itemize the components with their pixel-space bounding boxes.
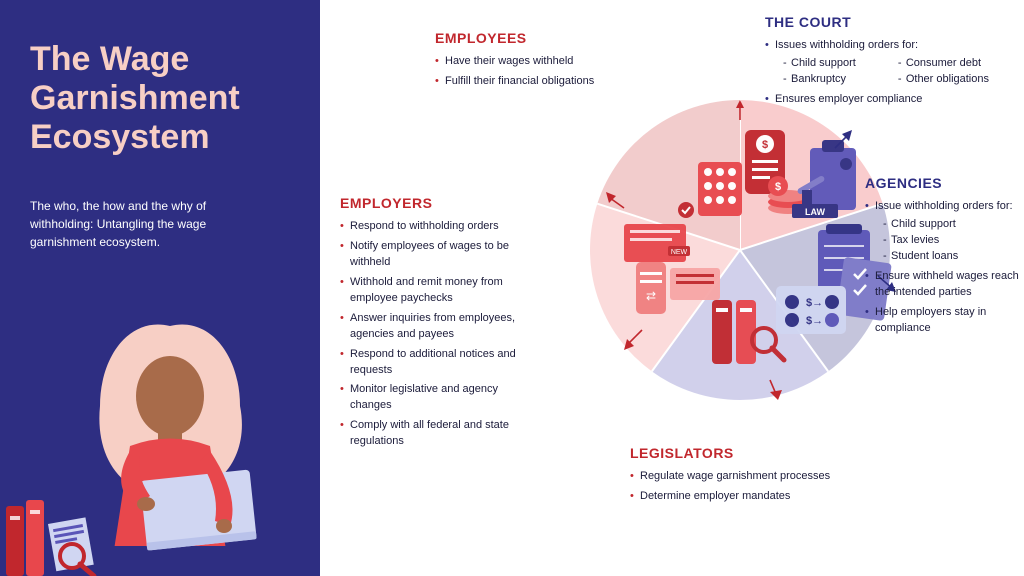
list-item: Ensure withheld wages reach the intended… <box>865 269 1024 301</box>
court-sublist: Child support Consumer debt Bankruptcy Othe… <box>775 56 1015 88</box>
svg-text:$: $ <box>775 181 781 193</box>
section-agencies: AGENCIES Issue withholding orders for: C… <box>865 175 1024 341</box>
court-lead: Issues withholding orders for: <box>775 39 918 51</box>
list-item: Answer inquiries from employees, agencie… <box>340 311 540 343</box>
list-item: Tax levies <box>883 233 1024 249</box>
section-items: Respond to withholding orders Notify empl… <box>340 219 540 450</box>
section-items: Regulate wage garnishment processes Deter… <box>630 469 870 505</box>
list-item: Bankruptcy <box>783 72 882 88</box>
agencies-lead: Issue withholding orders for: <box>875 200 1013 212</box>
sidebar: The Wage Garnishment Ecosystem The who, … <box>0 0 320 576</box>
list-item: Comply with all federal and state regula… <box>340 418 540 450</box>
list-item: Respond to withholding orders <box>340 219 540 235</box>
svg-text:$→: $→ <box>806 297 823 309</box>
list-item: Monitor legislative and agency changes <box>340 382 540 414</box>
section-title: EMPLOYEES <box>435 30 605 46</box>
section-title: LEGISLATORS <box>630 445 870 461</box>
section-title: THE COURT <box>765 14 1015 30</box>
list-item: Have their wages withheld <box>435 54 605 70</box>
agencies-sublist: Child supportTax leviesStudent loans <box>875 217 1024 265</box>
list-item: Regulate wage garnishment processes <box>630 469 870 485</box>
page-subtitle: The who, the how and the why of withhold… <box>30 197 250 251</box>
section-items: Have their wages withheld Fulfill their f… <box>435 54 605 90</box>
person-illustration <box>40 296 300 576</box>
agencies-items2: Ensure withheld wages reach the intended… <box>865 269 1024 337</box>
section-legislators: LEGISLATORS Regulate wage garnishment pr… <box>630 445 870 509</box>
list-item: Withhold and remit money from employee p… <box>340 275 540 307</box>
section-title: EMPLOYERS <box>340 195 540 211</box>
court-tail: Ensures employer compliance <box>765 92 1015 108</box>
list-item: Notify employees of wages to be withheld <box>340 239 540 271</box>
svg-text:LAW: LAW <box>805 207 826 217</box>
list-item: Other obligations <box>898 72 1015 88</box>
list-item: Respond to additional notices and reques… <box>340 347 540 379</box>
main-content: $ $ LAW <box>320 0 1024 576</box>
list-item: Child support <box>883 217 1024 233</box>
section-employers: EMPLOYERS Respond to withholding orders N… <box>340 195 540 454</box>
svg-text:$: $ <box>762 139 768 151</box>
svg-text:$→: $→ <box>806 315 823 327</box>
page-title: The Wage Garnishment Ecosystem <box>30 40 290 157</box>
svg-text:⇄: ⇄ <box>646 289 656 303</box>
pie-chart: $ $ LAW <box>580 90 900 410</box>
list-item: Help employers stay in compliance <box>865 305 1024 337</box>
list-item: Fulfill their financial obligations <box>435 74 605 90</box>
svg-text:NEW: NEW <box>671 249 688 256</box>
section-employees: EMPLOYEES Have their wages withheld Fulfi… <box>435 30 605 94</box>
section-items: Issue withholding orders for: Child supp… <box>865 199 1024 265</box>
section-items: Issues withholding orders for: Child sup… <box>765 38 1015 108</box>
list-item: Student loans <box>883 249 1024 265</box>
list-item: Child support <box>783 56 882 72</box>
list-item: Consumer debt <box>898 56 1015 72</box>
section-title: AGENCIES <box>865 175 1024 191</box>
section-court: THE COURT Issues withholding orders for:… <box>765 14 1015 112</box>
list-item: Determine employer mandates <box>630 489 870 505</box>
